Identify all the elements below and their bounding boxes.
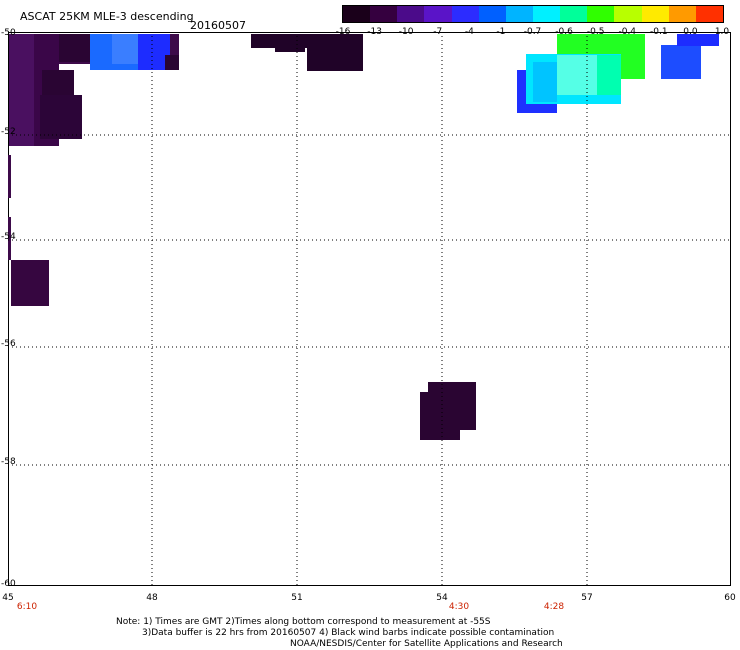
map-frame [8,32,731,586]
swath-cell [661,45,701,79]
swath-cell [677,34,719,46]
colorbar [342,5,724,23]
lat-label: -60 [1,579,16,589]
swath-cell [275,34,305,52]
colorbar-segment [532,6,561,22]
swath-cell [165,55,179,70]
colorbar-segment [641,6,669,22]
swath-cell [621,55,645,79]
lat-label: -58 [1,457,16,467]
swath-cell [8,217,11,260]
note-line-1: Note: 1) Times are GMT 2)Times along bot… [116,617,491,627]
swath-cell [8,155,11,198]
colorbar-segment [695,6,723,22]
colorbar-segment [343,6,371,22]
swath-cell [420,392,460,440]
map-date: 20160507 [190,19,246,32]
swath-cell [597,55,621,95]
lon-label: 60 [724,593,736,603]
colorbar-segment [560,6,588,22]
lat-label: -52 [1,127,16,137]
swath-cell [59,34,92,62]
lon-label: 57 [581,593,593,603]
swath-cell [307,34,363,71]
swath-cell [112,34,138,64]
colorbar-segment [668,6,696,22]
colorbar-segment [370,6,398,22]
lon-label: 54 [436,593,448,603]
swath-cell [40,95,82,139]
map-title: ASCAT 25KM MLE-3 descending [20,10,194,23]
colorbar-segment [614,6,642,22]
colorbar-segment [424,6,452,22]
colorbar-segment [451,6,479,22]
colorbar-segment [587,6,615,22]
time-label: 6:10 [16,602,38,612]
lon-label: 48 [146,593,158,603]
note-line-2: 3)Data buffer is 22 hrs from 20160507 4)… [142,628,555,638]
time-label: 4:30 [448,602,470,612]
lat-label: -56 [1,339,16,349]
swath-cell [11,260,49,306]
colorbar-segment [397,6,425,22]
swath-cell [138,34,170,70]
lat-label: -50 [1,28,16,38]
colorbar-segment [478,6,506,22]
swath-cell [9,34,34,146]
colorbar-segment [505,6,533,22]
swath-cell [533,62,557,102]
note-line-3: NOAA/NESDIS/Center for Satellite Applica… [290,639,563,649]
time-label: 4:28 [543,602,565,612]
lon-label: 51 [291,593,303,603]
lat-label: -54 [1,232,16,242]
lon-label: 45 [2,593,14,603]
